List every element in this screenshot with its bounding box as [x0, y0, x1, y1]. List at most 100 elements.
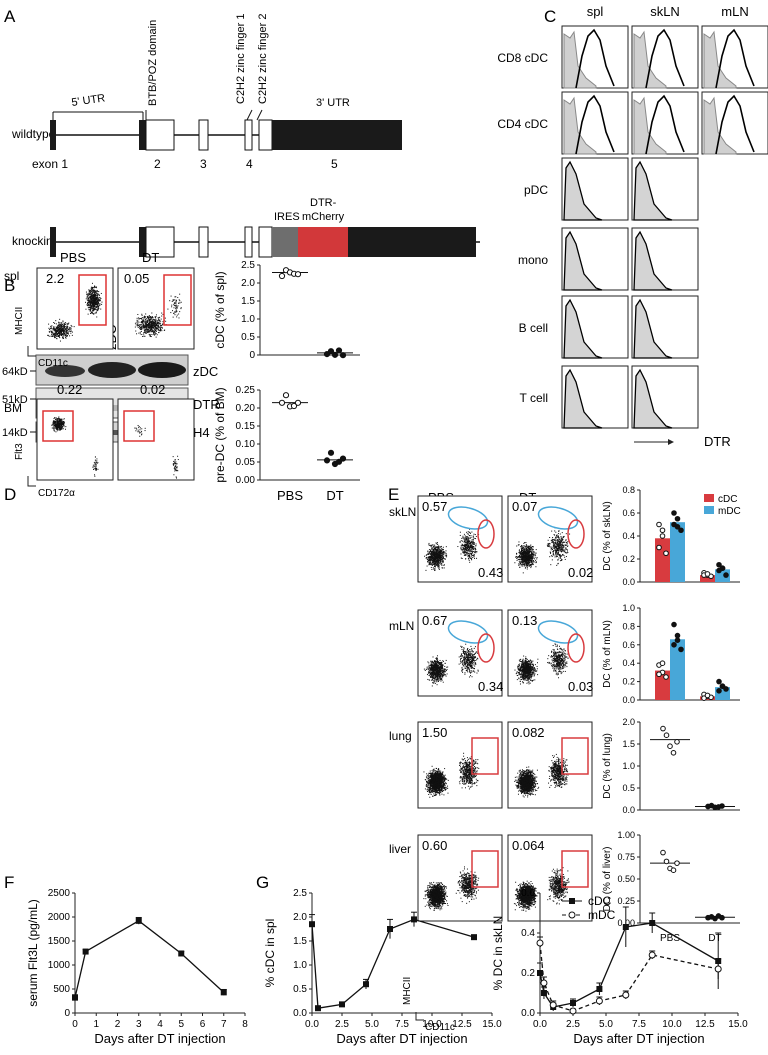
y-tick-label: 0.4: [622, 531, 635, 541]
c-row-label: mono: [518, 253, 548, 267]
data-point: [339, 455, 347, 462]
y-tick-label: 0.75: [617, 852, 635, 862]
y-tick-label: 2.0: [293, 912, 307, 923]
band-dtr: DTR: [193, 397, 220, 412]
y-tick-label: 0.4: [622, 658, 635, 668]
data-point: [323, 457, 331, 464]
exon5-label: 5: [331, 157, 338, 171]
e-mhcii-axis: MHCII: [402, 977, 413, 1005]
y-tick-label: 0.05: [236, 457, 256, 468]
data-point: [537, 970, 543, 976]
data-point: [220, 989, 227, 996]
x-tick-label: 6: [200, 1019, 206, 1030]
data-point: [663, 674, 669, 680]
data-point: [659, 533, 666, 539]
panel-label-c: C: [544, 7, 556, 26]
data-point: [716, 688, 722, 694]
y-tick-label: 0: [249, 350, 255, 361]
c-dtr-axis: DTR: [704, 434, 731, 449]
data-point: [719, 914, 725, 921]
d-mhcii-axis: MHCII: [14, 307, 25, 335]
x-cat-label: DT: [708, 933, 721, 944]
panel-d: PBS DT spl BM 2.2 0.05 0.22 0.02 MHCII C…: [4, 250, 195, 499]
data-point: [678, 646, 684, 653]
exon1-label: exon 1: [32, 157, 68, 171]
data-point: [569, 1007, 577, 1015]
d-bm-dt-plot: [117, 398, 195, 481]
series-line: [74, 920, 225, 998]
d-cd172-axis: CD172α: [38, 488, 75, 499]
data-point: [719, 803, 725, 809]
c-row-label: T cell: [520, 391, 548, 405]
x-cat-label: DT: [326, 488, 343, 503]
x-tick-label: 2.5: [335, 1019, 349, 1030]
x-tick-label: 10.0: [662, 1019, 682, 1030]
x-tick-label: 7.5: [632, 1019, 646, 1030]
data-point: [387, 926, 393, 932]
y-tick-label: 0.25: [236, 385, 256, 396]
e-flow-plot: [417, 609, 503, 697]
y-tick-label: 2.5: [241, 260, 255, 271]
data-point: [667, 743, 673, 750]
y-tick-label: 0.8: [622, 485, 635, 495]
c-row-label: CD4 cDC: [497, 117, 548, 131]
c-row-label: pDC: [524, 183, 548, 197]
e-cd11c-axis: CD11c: [425, 1022, 455, 1033]
data-point: [671, 510, 677, 516]
data-point: [570, 1000, 576, 1006]
y-tick-label: 0.10: [236, 439, 256, 450]
x-cat-label: PBS: [277, 488, 303, 503]
y-tick-label: 0.0: [293, 1008, 307, 1019]
x-tick-label: 12.5: [695, 1019, 715, 1030]
data-point: [674, 860, 680, 866]
data-point: [716, 561, 722, 568]
data-point: [663, 732, 670, 739]
y-tick-label: 1000: [48, 960, 71, 971]
legend-label: cDC: [718, 494, 737, 505]
e-row-lung: lung: [389, 729, 412, 743]
d-spl-pbs-plot: [36, 267, 114, 350]
data-point: [294, 399, 302, 406]
y-tick-label: 0.6: [622, 640, 635, 650]
d-bm-dt-val: 0.02: [140, 382, 165, 397]
btb-label: BTB/POZ domain: [147, 20, 159, 106]
exon-4b-box: [258, 119, 273, 151]
y-tick-label: 0.4: [521, 928, 535, 939]
data-point: [540, 979, 548, 987]
y-tick-label: 0.25: [617, 896, 635, 906]
y-tick-label: 1.0: [293, 960, 307, 971]
ires-box: [272, 227, 298, 257]
y-tick-label: 0.5: [293, 984, 307, 995]
y-tick-label: 0.50: [617, 874, 635, 884]
data-point: [674, 637, 681, 644]
e-val: 0.43: [478, 565, 503, 580]
exon3-label: 3: [200, 157, 207, 171]
series-line: [539, 942, 719, 1012]
data-point: [714, 965, 722, 973]
legend-label: cDC: [588, 894, 612, 908]
data-point: [549, 1001, 557, 1009]
data-point: [363, 981, 369, 988]
bar: [655, 538, 670, 582]
y-axis-label: DC (% of liver): [602, 846, 613, 911]
y-axis-label: cDC (% of spl): [213, 271, 227, 348]
y-axis-label: % DC in skLN: [491, 916, 505, 991]
data-point: [278, 399, 286, 406]
data-point: [723, 686, 729, 692]
y-tick-label: 500: [53, 984, 70, 995]
data-point: [323, 351, 331, 358]
y-tick-label: 0.5: [241, 332, 255, 343]
y-tick-label: 0.6: [622, 508, 635, 518]
panel-label-f: F: [4, 873, 14, 892]
series-line: [311, 918, 475, 1009]
d-row-bm: BM: [4, 401, 22, 415]
c-col-label: skLN: [650, 4, 680, 19]
data-point: [671, 621, 677, 628]
e-val: 0.064: [512, 838, 545, 853]
data-point: [595, 997, 603, 1005]
e-flow-plot: [417, 495, 503, 583]
e-row-liver: liver: [389, 842, 411, 856]
y-axis-label: DC (% of lung): [602, 733, 613, 799]
panel-label-e: E: [388, 485, 399, 504]
y-tick-label: 0.0: [622, 577, 635, 587]
